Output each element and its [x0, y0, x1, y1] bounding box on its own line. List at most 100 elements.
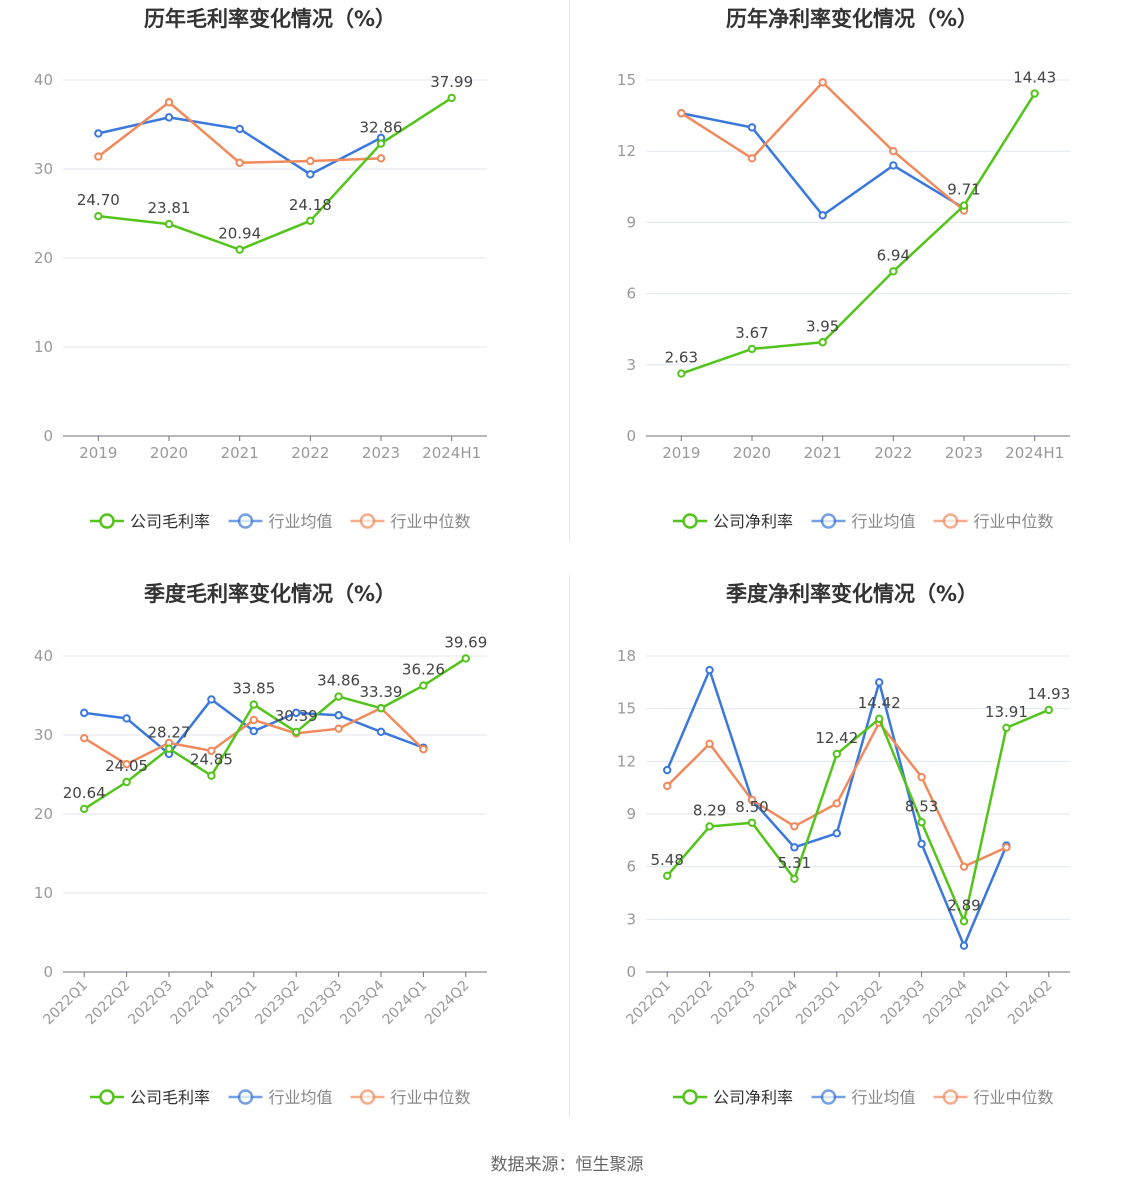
data-point-company: [875, 714, 884, 724]
data-point-company: [447, 93, 456, 103]
data-point-median: [959, 862, 969, 871]
y-tick-label: 9: [626, 805, 636, 823]
data-point-company: [249, 700, 259, 709]
legend-item-average: 行业均值: [811, 1088, 916, 1107]
data-label: 32.86: [360, 119, 403, 137]
data-point-average: [249, 726, 259, 736]
legend-label: 公司净利率: [713, 1088, 793, 1107]
data-point-median: [306, 156, 315, 166]
legend-label: 行业中位数: [974, 1088, 1054, 1107]
data-point-average: [832, 829, 841, 838]
x-tick-label: 2024Q1: [963, 978, 1014, 1029]
y-tick-label: 20: [34, 249, 53, 267]
x-tick-label: 2022: [291, 444, 329, 462]
data-label: 12.42: [815, 729, 858, 747]
chart-title: 季度净利率变化情况（%）: [726, 582, 978, 606]
data-label: 30.39: [275, 707, 318, 725]
data-label: 8.29: [693, 801, 726, 819]
legend-label: 行业均值: [852, 512, 916, 531]
data-label: 3.67: [735, 324, 768, 342]
legend-marker: [99, 513, 115, 529]
data-label: 20.94: [218, 225, 261, 243]
data-point-median: [747, 795, 757, 805]
data-point-average: [334, 711, 343, 720]
data-point-average: [663, 765, 672, 775]
data-point-average: [306, 170, 315, 179]
data-label: 37.99: [430, 73, 473, 91]
data-point-company: [94, 211, 103, 221]
x-tick-label: 2024Q1: [380, 978, 431, 1029]
x-tick-label: 2023Q4: [337, 977, 388, 1028]
data-point-average: [94, 129, 103, 138]
chart-panel-2: 历年净利率变化情况（%） 0 3 6 9 12 15 2019 2020 2021 2022 2023…: [617, 7, 1070, 531]
data-point-median: [790, 822, 799, 831]
x-tick-label: 2023: [362, 444, 400, 462]
x-tick-label: 2021: [221, 444, 259, 462]
legend-marker: [682, 1089, 698, 1105]
data-point-median: [889, 147, 898, 156]
data-point-company: [292, 727, 301, 737]
data-point-median: [376, 154, 386, 163]
data-point-median: [122, 760, 131, 769]
data-point-company: [1002, 723, 1011, 733]
data-label: 5.31: [778, 854, 811, 872]
legend-item-median: 行业中位数: [933, 512, 1054, 531]
x-tick-label: 2019: [79, 444, 117, 462]
chart-title: 历年净利率变化情况（%）: [726, 7, 978, 31]
x-tick-label: 2024Q2: [422, 978, 473, 1029]
x-tick-label: 2022Q1: [40, 978, 91, 1029]
data-point-median: [419, 745, 428, 754]
x-tick-label: 2023: [945, 444, 983, 462]
x-tick-label: 2020: [733, 444, 771, 462]
x-tick-label: 2023Q2: [252, 978, 303, 1029]
x-tick-label: 2024Q2: [1005, 978, 1056, 1029]
legend-item-median: 行业中位数: [350, 1088, 471, 1107]
data-label: 14.93: [1027, 685, 1070, 703]
data-point-average: [917, 839, 926, 849]
data-point-average: [292, 708, 301, 718]
legend-item-company: 公司净利率: [673, 512, 793, 531]
x-tick-label: 2022Q4: [751, 977, 802, 1028]
legend-item-average: 行业均值: [811, 512, 916, 531]
data-source-note: 数据来源：恒生聚源: [490, 1155, 644, 1175]
legend-label: 行业均值: [852, 1088, 916, 1107]
data-point-average: [705, 665, 714, 675]
chart-panel-3: 季度毛利率变化情况（%）0102030402022Q12022Q22022Q32…: [34, 582, 487, 1107]
data-point-company: [705, 822, 714, 831]
legend-marker: [99, 1089, 115, 1105]
data-point-median: [917, 772, 926, 782]
y-tick-label: 15: [617, 71, 636, 89]
legend-label: 公司净利率: [713, 512, 793, 531]
x-tick-label: 2022Q3: [125, 978, 176, 1029]
chart-title: 历年毛利率变化情况（%）: [144, 7, 396, 31]
data-label: 23.81: [148, 199, 191, 217]
y-tick-label: 10: [34, 338, 53, 356]
data-label: 14.43: [1013, 69, 1056, 87]
data-point-company: [747, 344, 757, 354]
data-point-company: [959, 917, 969, 926]
data-label: 33.39: [360, 683, 403, 701]
data-point-average: [959, 941, 969, 950]
data-point-company: [889, 267, 898, 276]
x-tick-label: 2024H1: [422, 444, 481, 462]
data-point-average: [790, 843, 799, 852]
x-tick-label: 2023Q4: [920, 977, 971, 1028]
data-label: 39.69: [444, 633, 487, 651]
y-tick-label: 30: [34, 160, 53, 178]
legend-item-average: 行业均值: [228, 512, 333, 531]
data-point-average: [207, 695, 216, 704]
data-label: 3.95: [806, 317, 839, 335]
data-point-company: [122, 777, 131, 787]
data-label: 33.85: [232, 680, 275, 698]
data-point-company: [790, 874, 799, 883]
series-line-average: [681, 112, 965, 217]
data-label: 8.50: [735, 798, 768, 816]
y-tick-label: 3: [626, 356, 636, 374]
data-point-median: [747, 154, 757, 163]
y-tick-label: 0: [43, 427, 53, 445]
data-label: 24.70: [77, 191, 120, 209]
y-tick-label: 12: [617, 142, 636, 160]
data-point-average: [818, 211, 827, 220]
data-point-company: [461, 654, 470, 663]
legend-marker: [942, 513, 959, 529]
